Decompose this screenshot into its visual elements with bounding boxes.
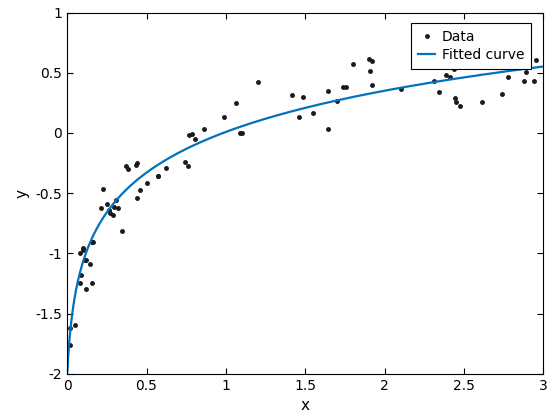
Data <box>511 45 518 50</box>
Data <box>185 164 192 169</box>
Fitted curve <box>435 79 442 84</box>
Data <box>339 84 346 89</box>
Fitted curve <box>64 369 71 374</box>
Fitted curve <box>256 118 263 123</box>
Legend: Data, Fitted curve: Data, Fitted curve <box>412 23 531 69</box>
Data <box>451 96 458 101</box>
Fitted curve <box>274 113 281 118</box>
Data <box>79 248 86 253</box>
X-axis label: x: x <box>301 398 310 413</box>
Y-axis label: y: y <box>15 189 30 198</box>
Data <box>155 174 162 179</box>
Fitted curve <box>540 64 547 69</box>
Fitted curve <box>444 77 450 82</box>
Data <box>325 89 332 94</box>
Data <box>66 343 73 348</box>
Fitted curve <box>391 87 398 92</box>
Fitted curve <box>113 198 119 203</box>
Data <box>83 257 90 262</box>
Line: Data: Data <box>66 44 540 349</box>
Line: Fitted curve: Fitted curve <box>67 66 543 372</box>
